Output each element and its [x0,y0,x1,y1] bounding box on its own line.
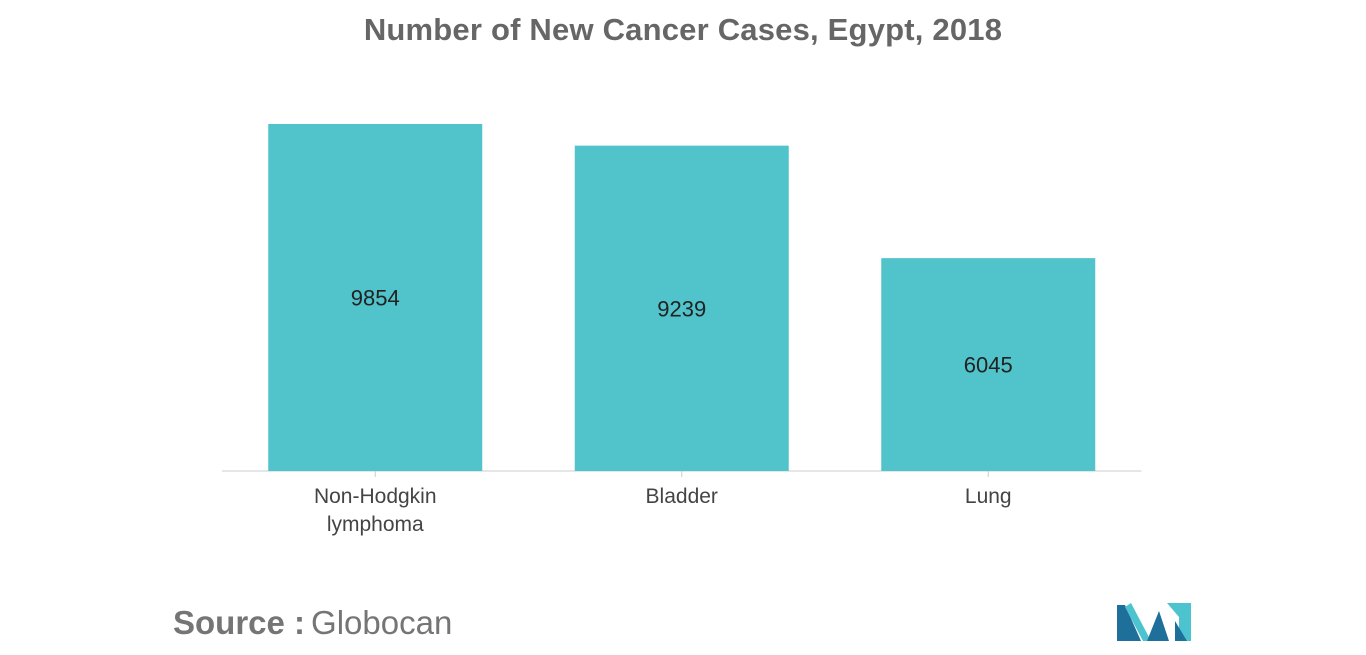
category-label-line: Non-Hodgkin [314,485,437,508]
data-label: 9854 [351,286,400,311]
logo-shape-right-dark [1175,621,1187,641]
category-label: Bladder [646,485,718,508]
company-logo-icon [1117,603,1191,641]
source-note: Source : Globocan [173,604,452,642]
category-label: Non-Hodgkin lymphoma [314,485,437,536]
data-label: 6045 [964,353,1013,378]
source-value: Globocan [311,604,453,641]
source-label: Source : [173,604,306,641]
category-label: Lung [965,485,1012,508]
logo-shape-center [1147,611,1169,641]
data-label: 9239 [657,296,706,321]
bar-1 [574,145,789,472]
category-label-line: Lung [965,485,1012,508]
category-label-line: lymphoma [327,513,424,536]
bar-2 [881,258,1096,471]
logo-shape-left [1117,605,1141,641]
bar-0 [268,124,483,471]
logo-shape-mid [1125,603,1151,641]
category-label-line: Bladder [646,485,718,508]
chart-title: Number of New Cancer Cases, Egypt, 2018 [363,12,1003,47]
logo-shape-right [1167,603,1191,641]
